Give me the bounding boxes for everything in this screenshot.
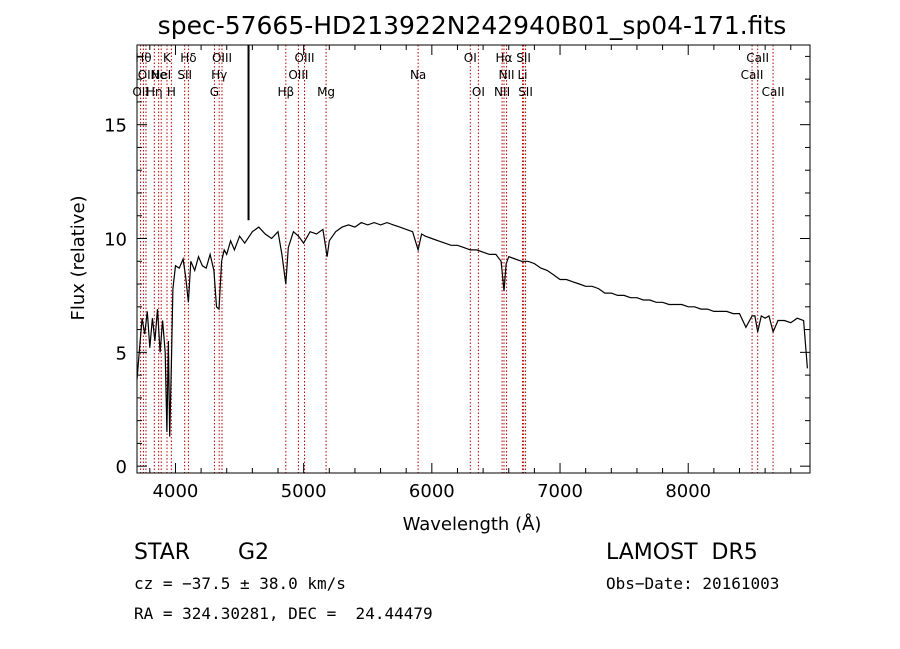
y-tick-label-0: 0 bbox=[116, 457, 127, 478]
x-tick-label-4: 8000 bbox=[665, 481, 711, 502]
x-tick-label-2: 6000 bbox=[409, 481, 455, 502]
line-label-25: SII bbox=[518, 85, 533, 99]
axis-ticks: 4000 5000 6000 7000 8000 0 5 10 15 bbox=[104, 45, 810, 502]
survey-name: LAMOST DR5 bbox=[606, 540, 758, 565]
y-tick-label-1: 5 bbox=[116, 343, 127, 364]
line-label-4: Ne bbox=[150, 68, 166, 82]
object-class: STAR bbox=[134, 540, 191, 565]
line-label-5: HeI bbox=[151, 68, 171, 82]
x-tick-label-1: 5000 bbox=[281, 481, 327, 502]
line-label-6: K bbox=[163, 51, 172, 65]
x-tick-label-0: 4000 bbox=[153, 481, 199, 502]
line-label-2: OII bbox=[138, 68, 155, 82]
line-label-7: H bbox=[167, 85, 176, 99]
line-label-20: NII bbox=[494, 85, 510, 99]
plot-frame bbox=[136, 44, 811, 474]
redshift-velocity: cz = −37.5 ± 38.0 km/s bbox=[134, 574, 346, 593]
line-label-0: OII bbox=[132, 85, 149, 99]
line-label-21: Hα bbox=[496, 51, 513, 65]
line-label-26: CaII bbox=[741, 68, 764, 82]
line-label-19: OI bbox=[472, 85, 485, 99]
y-tick-label-3: 15 bbox=[104, 116, 127, 137]
spectrum-chart: spec-57665-HD213922N242940B01_sp04-171.f… bbox=[68, 11, 811, 535]
observation-date: Obs−Date: 20161003 bbox=[606, 574, 780, 593]
line-label-27: CaII bbox=[746, 51, 769, 65]
line-label-23: Li bbox=[517, 68, 527, 82]
line-label-8: Hδ bbox=[180, 51, 196, 65]
spectral-line-markers bbox=[140, 45, 774, 473]
line-label-17: Na bbox=[410, 68, 426, 82]
chart-title: spec-57665-HD213922N242940B01_sp04-171.f… bbox=[158, 11, 787, 40]
line-label-24: SII bbox=[516, 51, 531, 65]
line-label-1: Hθ bbox=[135, 51, 151, 65]
line-label-18: OI bbox=[464, 51, 477, 65]
coordinates: RA = 324.30281, DEC = 24.44479 bbox=[134, 604, 433, 623]
line-label-11: Hγ bbox=[211, 68, 227, 82]
line-label-15: OIII bbox=[295, 51, 315, 65]
line-label-12: OIII bbox=[212, 51, 232, 65]
line-label-14: OIII bbox=[288, 68, 308, 82]
line-label-28: CaII bbox=[762, 85, 785, 99]
line-label-16: Mg bbox=[317, 85, 335, 99]
y-tick-label-2: 10 bbox=[104, 230, 127, 251]
x-axis-label: Wavelength (Å) bbox=[403, 513, 542, 535]
spectral-line-labels: OIIHθOIIHηNeHeIKHHδSIIGHγOIIIHβOIIIOIIIM… bbox=[132, 51, 784, 99]
x-tick-label-3: 7000 bbox=[537, 481, 583, 502]
line-label-22: NII bbox=[499, 68, 515, 82]
line-label-10: G bbox=[210, 85, 219, 99]
spectrum-series bbox=[136, 221, 808, 437]
line-label-3: Hη bbox=[146, 85, 163, 99]
line-label-9: SII bbox=[177, 68, 192, 82]
line-label-13: Hβ bbox=[277, 85, 294, 99]
object-subclass: G2 bbox=[238, 540, 270, 565]
y-axis-label: Flux (relative) bbox=[68, 195, 89, 320]
